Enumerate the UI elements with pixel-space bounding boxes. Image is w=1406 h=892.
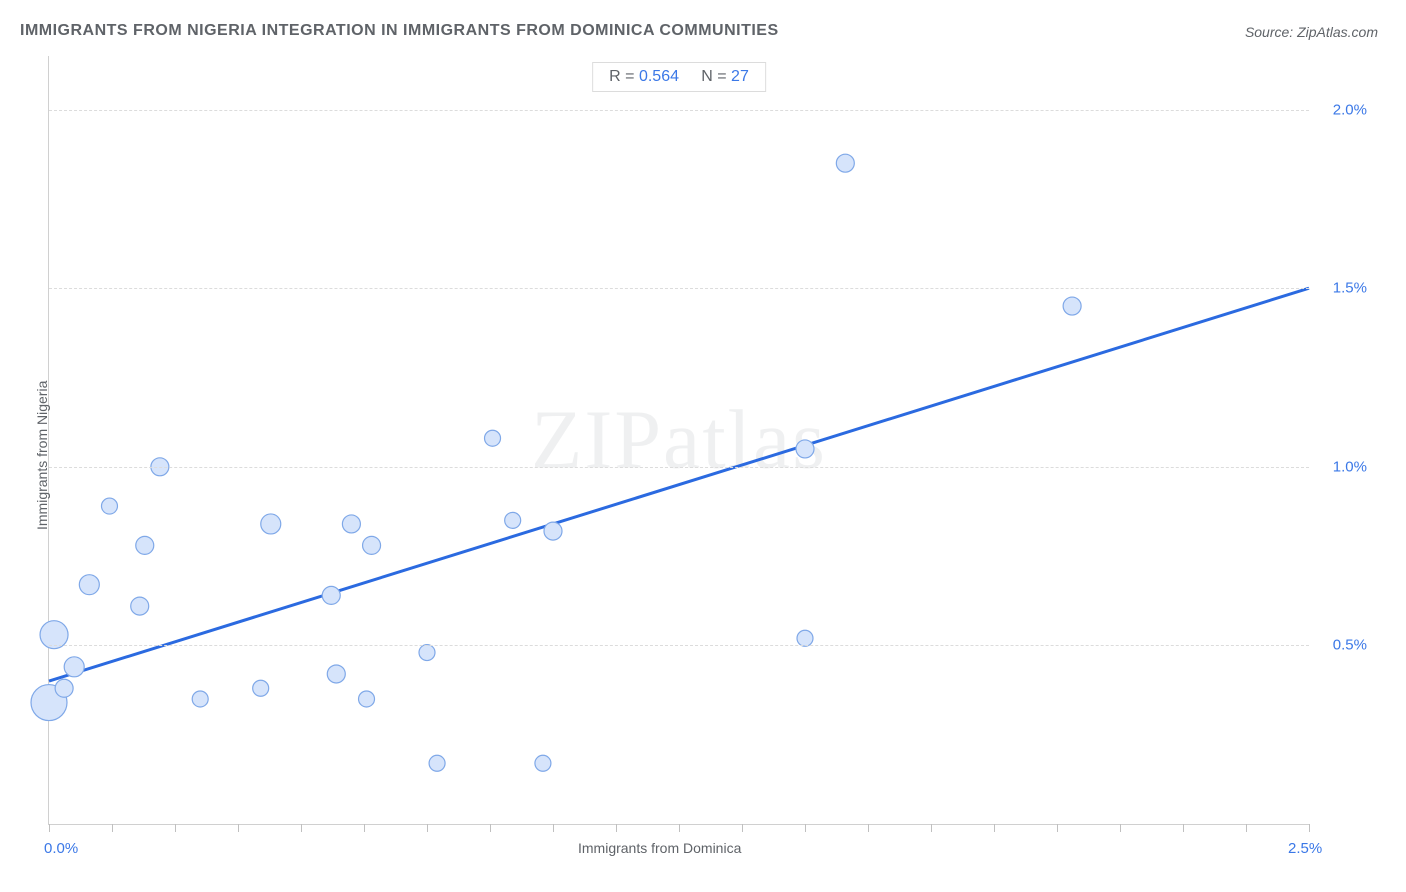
data-point (544, 522, 562, 540)
data-point (836, 154, 854, 172)
data-point (419, 645, 435, 661)
source-label: Source: (1245, 24, 1297, 40)
data-point (131, 597, 149, 615)
gridline (49, 110, 1309, 111)
x-tick (364, 824, 365, 832)
data-point (322, 586, 340, 604)
source-name: ZipAtlas.com (1297, 24, 1378, 40)
x-tick (301, 824, 302, 832)
data-point (505, 512, 521, 528)
x-tick (553, 824, 554, 832)
x-tick (994, 824, 995, 832)
regression-line (49, 288, 1309, 681)
data-point (363, 536, 381, 554)
data-point (535, 755, 551, 771)
data-point (327, 665, 345, 683)
y-tick-label: 1.0% (1333, 458, 1367, 475)
y-tick-label: 1.5% (1333, 280, 1367, 297)
data-point (796, 440, 814, 458)
data-point (261, 514, 281, 534)
data-point (797, 630, 813, 646)
x-tick (112, 824, 113, 832)
data-point (79, 575, 99, 595)
x-axis-label: Immigrants from Dominica (578, 840, 741, 856)
data-point (429, 755, 445, 771)
y-tick-label: 2.0% (1333, 101, 1367, 118)
gridline (49, 288, 1309, 289)
x-tick (868, 824, 869, 832)
chart-title: IMMIGRANTS FROM NIGERIA INTEGRATION IN I… (20, 22, 779, 40)
data-point (253, 680, 269, 696)
source-credit: Source: ZipAtlas.com (1245, 24, 1378, 40)
x-tick (175, 824, 176, 832)
data-point (192, 691, 208, 707)
data-point (64, 657, 84, 677)
plot-area: ZIPatlas R = 0.564 N = 27 0.5%1.0%1.5%2.… (48, 56, 1309, 825)
x-tick-max: 2.5% (1288, 840, 1322, 857)
gridline (49, 645, 1309, 646)
x-tick (616, 824, 617, 832)
data-point (342, 515, 360, 533)
x-tick (1183, 824, 1184, 832)
y-axis-label: Immigrants from Nigeria (34, 381, 50, 530)
x-tick (238, 824, 239, 832)
x-tick (427, 824, 428, 832)
x-tick (49, 824, 50, 832)
data-point (1063, 297, 1081, 315)
data-point (485, 430, 501, 446)
x-tick (931, 824, 932, 832)
x-tick (1309, 824, 1310, 832)
y-tick-label: 0.5% (1333, 637, 1367, 654)
x-tick (1120, 824, 1121, 832)
gridline (49, 467, 1309, 468)
data-point (136, 536, 154, 554)
x-tick (490, 824, 491, 832)
data-point (101, 498, 117, 514)
data-point (55, 679, 73, 697)
x-tick (1057, 824, 1058, 832)
x-tick (679, 824, 680, 832)
data-point (359, 691, 375, 707)
x-tick (1246, 824, 1247, 832)
x-tick (805, 824, 806, 832)
x-tick (742, 824, 743, 832)
x-tick-origin: 0.0% (44, 840, 78, 857)
scatter-svg (49, 56, 1309, 824)
